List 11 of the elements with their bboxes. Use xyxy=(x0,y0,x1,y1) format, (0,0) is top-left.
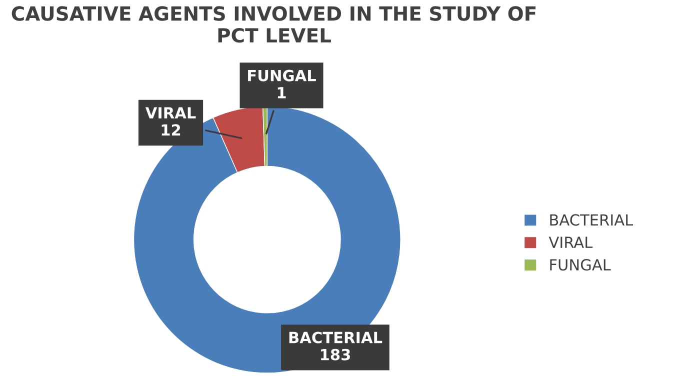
data-label: 1 xyxy=(278,87,286,98)
legend-label: FUNGAL xyxy=(550,259,611,271)
slice-label: VIRAL xyxy=(145,107,196,118)
data-label: 12 xyxy=(162,124,180,136)
data-label: 183 xyxy=(321,348,350,360)
slice-label: BACTERIAL xyxy=(289,332,382,344)
chart-title: CAUSATIVE AGENTS INVOLVED IN THE STUDY OF PCT LEVEL xyxy=(12,6,536,43)
donut-slice xyxy=(133,106,401,374)
legend-label: BACTERIAL xyxy=(550,214,634,226)
legend-label: VIRAL xyxy=(548,236,593,248)
slice-label: FUNGAL xyxy=(248,70,316,82)
